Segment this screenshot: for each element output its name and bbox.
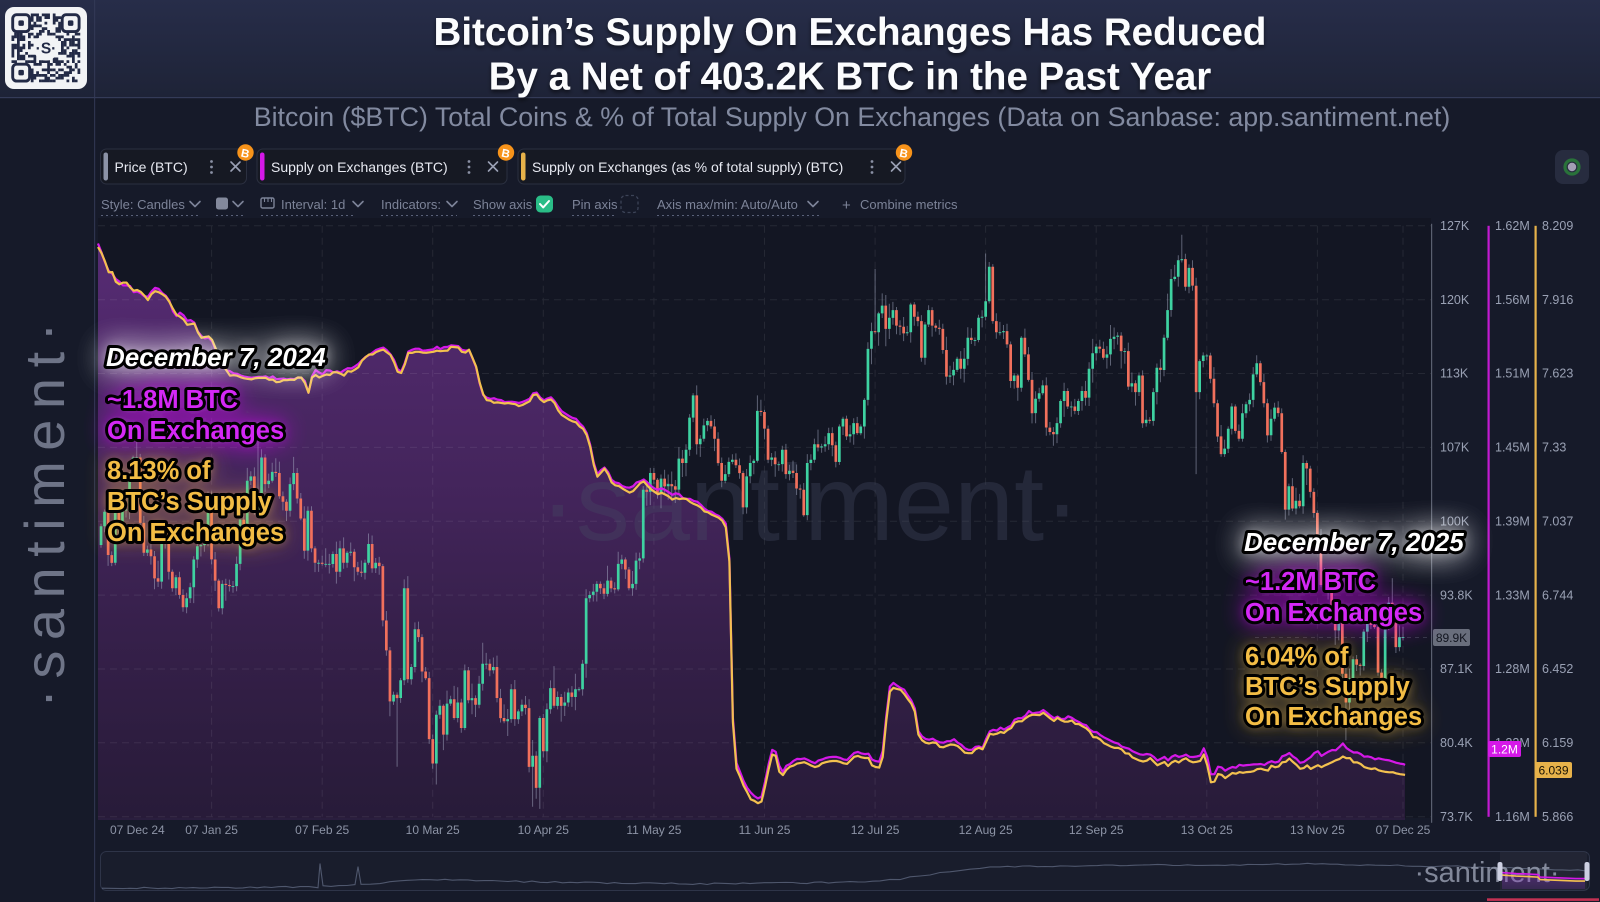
- svg-text:13 Nov 25: 13 Nov 25: [1290, 823, 1345, 837]
- svg-text:107K: 107K: [1440, 441, 1470, 455]
- svg-text:Axis max/min: Auto/Auto: Axis max/min: Auto/Auto: [657, 197, 798, 212]
- svg-text:1.45M: 1.45M: [1495, 441, 1530, 455]
- svg-text:93.8K: 93.8K: [1440, 588, 1473, 602]
- svg-text:1.62M: 1.62M: [1495, 219, 1530, 233]
- svg-text:100K: 100K: [1440, 515, 1470, 529]
- svg-text:·S·: ·S·: [36, 41, 57, 58]
- svg-text:1.56M: 1.56M: [1495, 293, 1530, 307]
- svg-text:12 Sep 25: 12 Sep 25: [1069, 823, 1124, 837]
- svg-text:5.866: 5.866: [1542, 810, 1573, 824]
- svg-text:80.4K: 80.4K: [1440, 736, 1473, 750]
- svg-text:73.7K: 73.7K: [1440, 810, 1473, 824]
- svg-text:On Exchanges: On Exchanges: [107, 519, 284, 547]
- svg-text:B: B: [500, 148, 511, 161]
- svg-text:Bitcoin’s Supply On Exchanges: Bitcoin’s Supply On Exchanges Has Reduce…: [434, 11, 1267, 54]
- svg-text:~1.2M BTC: ~1.2M BTC: [1245, 568, 1376, 596]
- svg-text:87.1K: 87.1K: [1440, 662, 1473, 676]
- svg-text:B: B: [240, 148, 251, 161]
- svg-text:On Exchanges: On Exchanges: [107, 417, 284, 445]
- svg-text:On Exchanges: On Exchanges: [1245, 703, 1422, 731]
- svg-text:Combine metrics: Combine metrics: [860, 197, 958, 212]
- svg-text:6.039: 6.039: [1538, 763, 1568, 777]
- svg-text:13 Oct 25: 13 Oct 25: [1181, 823, 1233, 837]
- svg-text:07 Feb 25: 07 Feb 25: [295, 823, 349, 837]
- svg-text:7.623: 7.623: [1542, 367, 1573, 381]
- svg-text:Interval: 1d: Interval: 1d: [281, 197, 345, 212]
- svg-text:December 7, 2024: December 7, 2024: [106, 342, 326, 372]
- svg-text:10 Mar 25: 10 Mar 25: [406, 823, 460, 837]
- svg-text:89.9K: 89.9K: [1436, 631, 1467, 645]
- svg-text:Bitcoin ($BTC) Total Coins & %: Bitcoin ($BTC) Total Coins & % of Total …: [254, 102, 1451, 132]
- svg-text:December 7, 2025: December 7, 2025: [1244, 527, 1464, 557]
- svg-text:07 Dec 25: 07 Dec 25: [1376, 823, 1431, 837]
- svg-text:On Exchanges: On Exchanges: [1245, 599, 1422, 627]
- svg-text:1.51M: 1.51M: [1495, 367, 1530, 381]
- svg-text:1.2M: 1.2M: [1491, 742, 1518, 756]
- svg-text:BTC’s Supply: BTC’s Supply: [1245, 673, 1411, 701]
- svg-text:On Exchanges: On Exchanges: [1245, 703, 1422, 731]
- svg-text:12 Aug 25: 12 Aug 25: [959, 823, 1013, 837]
- svg-text:113K: 113K: [1440, 367, 1469, 381]
- svg-text:8.13% of: 8.13% of: [107, 457, 211, 485]
- svg-text:10 Apr 25: 10 Apr 25: [518, 823, 570, 837]
- svg-text:~1.8M BTC: ~1.8M BTC: [107, 386, 238, 414]
- svg-text:B: B: [898, 148, 909, 161]
- svg-text:~1.8M BTC: ~1.8M BTC: [107, 386, 238, 414]
- svg-text:BTC’s Supply: BTC’s Supply: [107, 488, 273, 516]
- svg-text:8.209: 8.209: [1542, 219, 1573, 233]
- svg-text:Pin axis: Pin axis: [572, 197, 618, 212]
- svg-text:Show axis: Show axis: [473, 197, 533, 212]
- svg-text:BTC’s Supply: BTC’s Supply: [1245, 673, 1411, 701]
- svg-text:1.39M: 1.39M: [1495, 515, 1530, 529]
- svg-text:7.037: 7.037: [1542, 515, 1573, 529]
- svg-text:BTC’s Supply: BTC’s Supply: [107, 488, 273, 516]
- svg-text:Supply on Exchanges (as % of t: Supply on Exchanges (as % of total suppl…: [532, 159, 843, 175]
- svg-text:1.16M: 1.16M: [1495, 810, 1530, 824]
- svg-text:+: +: [842, 197, 851, 214]
- svg-text:12 Jul 25: 12 Jul 25: [851, 823, 900, 837]
- svg-text:7.33: 7.33: [1542, 441, 1566, 455]
- svg-text:11 Jun 25: 11 Jun 25: [739, 823, 791, 837]
- svg-text:7.916: 7.916: [1542, 293, 1573, 307]
- svg-text:On Exchanges: On Exchanges: [107, 417, 284, 445]
- svg-text:127K: 127K: [1440, 219, 1470, 233]
- svg-text:Supply on Exchanges (BTC): Supply on Exchanges (BTC): [271, 159, 448, 175]
- svg-text:Indicators:: Indicators:: [381, 197, 441, 212]
- svg-text:11 May 25: 11 May 25: [626, 823, 681, 837]
- svg-text:07 Dec 24: 07 Dec 24: [110, 823, 165, 837]
- svg-text:~1.2M BTC: ~1.2M BTC: [1245, 568, 1376, 596]
- svg-text:6.452: 6.452: [1542, 662, 1573, 676]
- svg-text:6.159: 6.159: [1542, 736, 1573, 750]
- svg-text:On Exchanges: On Exchanges: [107, 519, 284, 547]
- svg-text:Style: Candles: Style: Candles: [101, 197, 185, 212]
- svg-text:1.33M: 1.33M: [1495, 588, 1530, 602]
- svg-text:6.04% of: 6.04% of: [1245, 643, 1349, 671]
- svg-text:By a Net of 403.2K BTC in the: By a Net of 403.2K BTC in the Past Year: [489, 56, 1212, 99]
- svg-text:6.04% of: 6.04% of: [1245, 643, 1349, 671]
- svg-text:1.28M: 1.28M: [1495, 662, 1530, 676]
- svg-text:07 Jan 25: 07 Jan 25: [185, 823, 238, 837]
- svg-text:On Exchanges: On Exchanges: [1245, 599, 1422, 627]
- svg-text:December 7, 2024: December 7, 2024: [106, 342, 326, 372]
- svg-text:Price (BTC): Price (BTC): [115, 159, 188, 175]
- svg-text:120K: 120K: [1440, 293, 1470, 307]
- svg-text:6.744: 6.744: [1542, 588, 1573, 602]
- svg-text:December 7, 2025: December 7, 2025: [1244, 527, 1464, 557]
- svg-text:·santiment·: ·santiment·: [13, 312, 76, 708]
- svg-text:8.13% of: 8.13% of: [107, 457, 211, 485]
